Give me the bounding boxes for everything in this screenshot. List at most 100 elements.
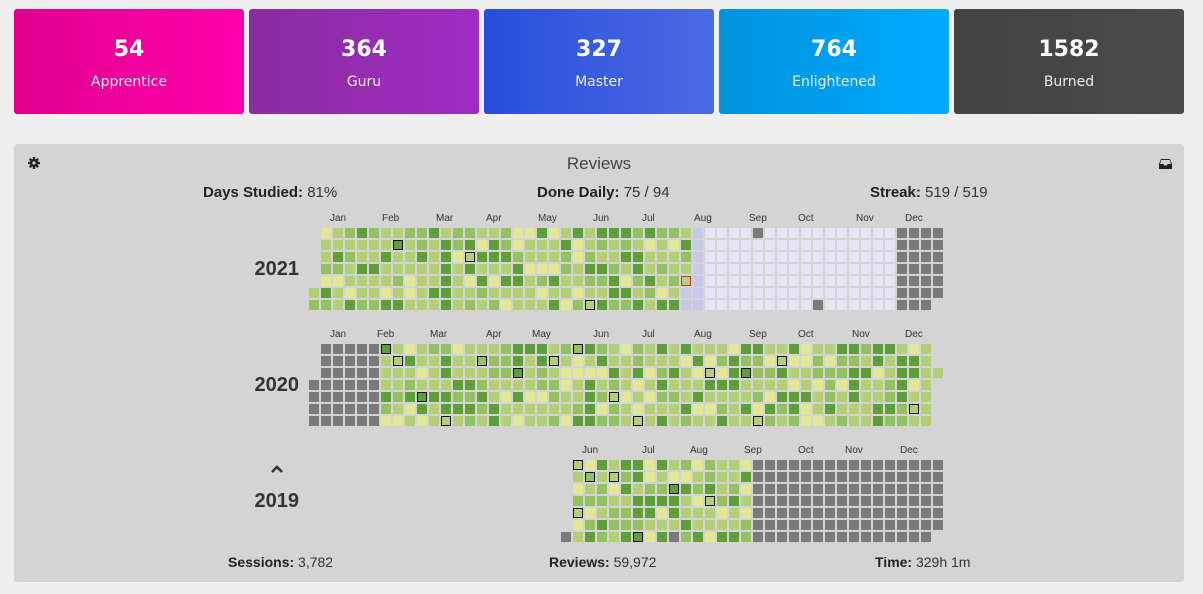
calendar-day-2020[interactable] xyxy=(777,404,787,414)
calendar-day-2020[interactable] xyxy=(549,344,559,354)
calendar-day-2020[interactable] xyxy=(909,380,919,390)
calendar-day-2020[interactable] xyxy=(825,380,835,390)
calendar-day-2020[interactable] xyxy=(333,356,343,366)
calendar-day-2020[interactable] xyxy=(849,404,859,414)
calendar-day-2020[interactable] xyxy=(873,380,883,390)
calendar-day-2020[interactable] xyxy=(513,344,523,354)
calendar-day-2021[interactable] xyxy=(705,288,715,298)
calendar-day-2020[interactable] xyxy=(573,344,583,354)
calendar-day-2019[interactable] xyxy=(897,472,907,482)
calendar-day-2019[interactable] xyxy=(861,484,871,494)
calendar-day-2020[interactable] xyxy=(573,356,583,366)
calendar-day-2021[interactable] xyxy=(405,264,415,274)
calendar-day-2021[interactable] xyxy=(861,300,871,310)
calendar-day-2020[interactable] xyxy=(405,392,415,402)
calendar-day-2020[interactable] xyxy=(597,404,607,414)
calendar-day-2019[interactable] xyxy=(909,472,919,482)
calendar-day-2021[interactable] xyxy=(573,252,583,262)
calendar-day-2021[interactable] xyxy=(393,240,403,250)
calendar-day-2020[interactable] xyxy=(897,344,907,354)
calendar-day-2021[interactable] xyxy=(465,252,475,262)
calendar-day-2020[interactable] xyxy=(321,356,331,366)
calendar-day-2019[interactable] xyxy=(885,472,895,482)
calendar-day-2019[interactable] xyxy=(861,532,871,542)
calendar-day-2020[interactable] xyxy=(897,356,907,366)
calendar-day-2020[interactable] xyxy=(597,356,607,366)
calendar-day-2020[interactable] xyxy=(897,416,907,426)
calendar-day-2021[interactable] xyxy=(333,252,343,262)
calendar-day-2021[interactable] xyxy=(717,240,727,250)
calendar-day-2020[interactable] xyxy=(753,416,763,426)
calendar-day-2021[interactable] xyxy=(693,228,703,238)
calendar-day-2021[interactable] xyxy=(369,228,379,238)
calendar-day-2020[interactable] xyxy=(393,392,403,402)
calendar-day-2021[interactable] xyxy=(393,276,403,286)
calendar-day-2021[interactable] xyxy=(729,240,739,250)
calendar-day-2021[interactable] xyxy=(477,228,487,238)
calendar-day-2020[interactable] xyxy=(861,368,871,378)
calendar-day-2021[interactable] xyxy=(693,300,703,310)
calendar-day-2021[interactable] xyxy=(417,288,427,298)
calendar-day-2021[interactable] xyxy=(369,252,379,262)
calendar-day-2020[interactable] xyxy=(681,356,691,366)
calendar-day-2021[interactable] xyxy=(573,228,583,238)
calendar-day-2021[interactable] xyxy=(669,300,679,310)
calendar-day-2021[interactable] xyxy=(645,300,655,310)
calendar-day-2019[interactable] xyxy=(789,460,799,470)
calendar-day-2021[interactable] xyxy=(645,288,655,298)
calendar-day-2020[interactable] xyxy=(549,416,559,426)
calendar-day-2020[interactable] xyxy=(441,392,451,402)
calendar-day-2021[interactable] xyxy=(489,300,499,310)
calendar-day-2020[interactable] xyxy=(645,368,655,378)
calendar-day-2021[interactable] xyxy=(633,252,643,262)
calendar-day-2019[interactable] xyxy=(585,460,595,470)
calendar-day-2021[interactable] xyxy=(453,252,463,262)
calendar-day-2019[interactable] xyxy=(645,472,655,482)
calendar-day-2019[interactable] xyxy=(789,520,799,530)
calendar-day-2019[interactable] xyxy=(765,472,775,482)
calendar-day-2020[interactable] xyxy=(537,404,547,414)
calendar-day-2021[interactable] xyxy=(549,240,559,250)
calendar-day-2020[interactable] xyxy=(441,404,451,414)
calendar-day-2019[interactable] xyxy=(621,460,631,470)
calendar-day-2020[interactable] xyxy=(825,416,835,426)
calendar-day-2021[interactable] xyxy=(513,276,523,286)
calendar-day-2019[interactable] xyxy=(933,520,943,530)
calendar-day-2020[interactable] xyxy=(657,392,667,402)
calendar-day-2020[interactable] xyxy=(669,368,679,378)
calendar-day-2019[interactable] xyxy=(861,520,871,530)
calendar-day-2020[interactable] xyxy=(501,404,511,414)
calendar-day-2021[interactable] xyxy=(333,276,343,286)
calendar-day-2019[interactable] xyxy=(717,496,727,506)
calendar-day-2021[interactable] xyxy=(501,276,511,286)
calendar-day-2021[interactable] xyxy=(441,300,451,310)
calendar-day-2021[interactable] xyxy=(933,276,943,286)
calendar-day-2020[interactable] xyxy=(477,392,487,402)
calendar-day-2020[interactable] xyxy=(489,344,499,354)
calendar-day-2019[interactable] xyxy=(573,532,583,542)
calendar-day-2021[interactable] xyxy=(909,252,919,262)
calendar-day-2020[interactable] xyxy=(861,380,871,390)
calendar-day-2020[interactable] xyxy=(393,404,403,414)
calendar-day-2020[interactable] xyxy=(717,404,727,414)
calendar-day-2019[interactable] xyxy=(669,460,679,470)
calendar-day-2020[interactable] xyxy=(453,416,463,426)
calendar-day-2019[interactable] xyxy=(585,496,595,506)
calendar-day-2021[interactable] xyxy=(741,264,751,274)
calendar-day-2021[interactable] xyxy=(525,300,535,310)
calendar-day-2020[interactable] xyxy=(441,356,451,366)
calendar-day-2019[interactable] xyxy=(705,484,715,494)
calendar-day-2020[interactable] xyxy=(573,392,583,402)
calendar-day-2020[interactable] xyxy=(789,392,799,402)
calendar-day-2020[interactable] xyxy=(885,380,895,390)
calendar-day-2019[interactable] xyxy=(933,508,943,518)
calendar-day-2021[interactable] xyxy=(681,300,691,310)
calendar-day-2019[interactable] xyxy=(657,460,667,470)
calendar-day-2021[interactable] xyxy=(441,252,451,262)
calendar-day-2020[interactable] xyxy=(657,344,667,354)
calendar-day-2021[interactable] xyxy=(693,264,703,274)
calendar-day-2019[interactable] xyxy=(693,508,703,518)
calendar-day-2021[interactable] xyxy=(321,252,331,262)
calendar-day-2021[interactable] xyxy=(549,300,559,310)
calendar-day-2020[interactable] xyxy=(381,356,391,366)
